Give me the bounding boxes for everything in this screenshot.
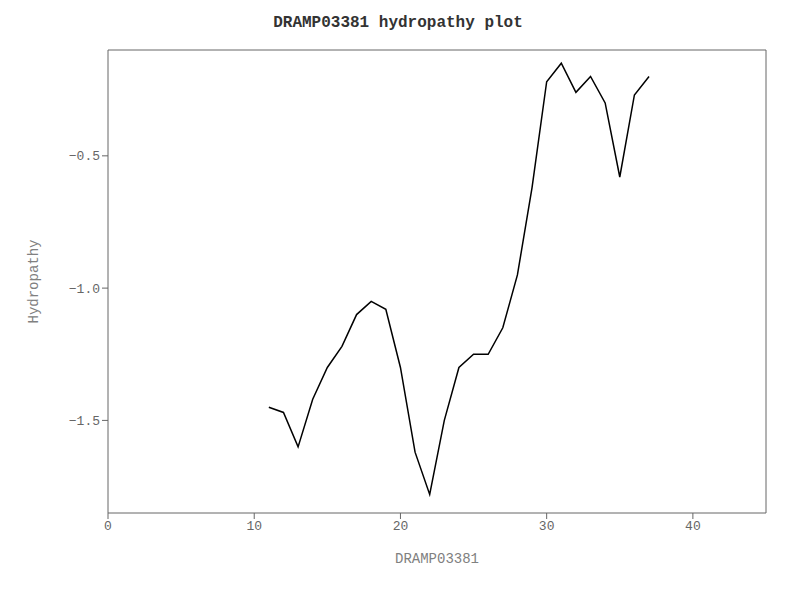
svg-text:Hydropathy: Hydropathy [26,239,42,323]
svg-text:−0.5: −0.5 [69,149,100,164]
svg-text:40: 40 [685,519,701,534]
svg-text:0: 0 [104,519,112,534]
svg-text:DRAMP03381: DRAMP03381 [395,551,479,567]
svg-text:−1.5: −1.5 [69,414,100,429]
html-text:DRAMP03381 hydropathy plot: DRAMP03381 hydropathy plot [273,14,523,32]
svg-text:−1.0: −1.0 [69,282,100,297]
svg-text:30: 30 [539,519,555,534]
svg-text:10: 10 [246,519,262,534]
svg-text:20: 20 [393,519,409,534]
